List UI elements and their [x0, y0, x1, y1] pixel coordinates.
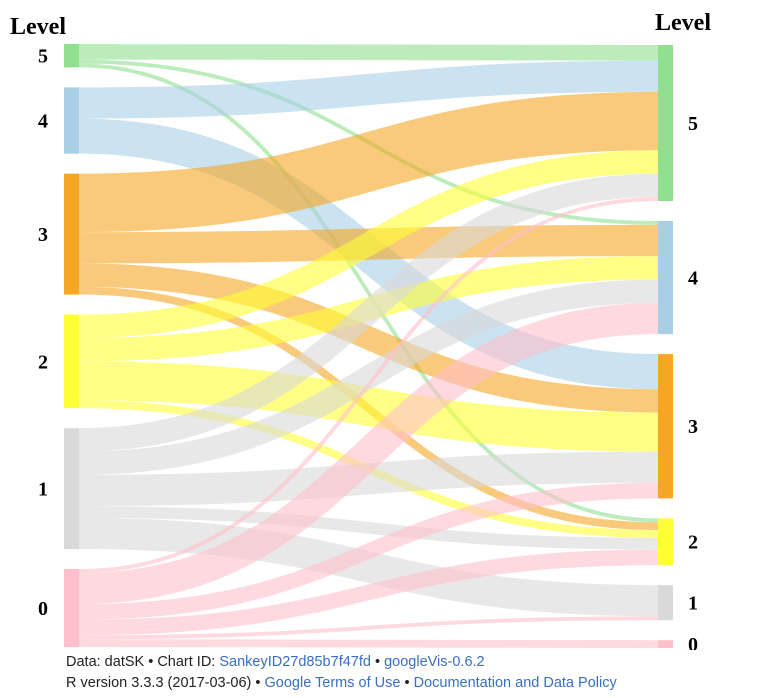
link-0-to-4[interactable]	[78, 302, 659, 605]
link-3-to-5[interactable]	[78, 91, 659, 233]
link-1-to-2[interactable]	[78, 506, 659, 550]
left-node-5[interactable]	[64, 44, 79, 68]
footer-data-line: Data: datSK • Chart ID: SankeyID27d85b7f…	[66, 654, 485, 670]
google-terms-link[interactable]: Google Terms of Use	[264, 675, 401, 691]
right-node-label-3: 3	[688, 416, 698, 438]
right-node-1[interactable]	[658, 585, 673, 621]
link-0-to-0[interactable]	[78, 639, 659, 648]
footer-r-version: R version 3.3.3 (2017-03-06) •	[66, 675, 265, 691]
link-2-to-5[interactable]	[78, 150, 659, 338]
sankey-labels: Level Level 5 4 3 2 1 0 5 4 3 2 1 0	[10, 10, 711, 650]
right-node-2[interactable]	[658, 518, 673, 566]
link-1-to-5[interactable]	[78, 173, 659, 452]
link-0-to-2[interactable]	[78, 549, 659, 636]
right-node-0[interactable]	[658, 640, 673, 648]
footer-data-prefix: Data: datSK • Chart ID:	[66, 654, 220, 670]
right-node-label-0: 0	[688, 634, 698, 650]
left-axis-title: Level	[10, 14, 66, 40]
left-node-1[interactable]	[64, 428, 79, 550]
right-node-label-1: 1	[688, 593, 698, 615]
link-1-to-4[interactable]	[78, 279, 659, 475]
link-0-to-1[interactable]	[78, 616, 659, 640]
left-node-4[interactable]	[64, 87, 79, 154]
right-node-5[interactable]	[658, 45, 673, 201]
link-3-to-3[interactable]	[78, 263, 659, 413]
right-node-label-2: 2	[688, 532, 698, 554]
data-policy-link[interactable]: Documentation and Data Policy	[413, 675, 617, 691]
left-node-label-0: 0	[38, 598, 48, 620]
left-node-2[interactable]	[64, 314, 79, 409]
link-2-to-3[interactable]	[78, 361, 659, 452]
googlevis-version-link[interactable]: googleVis-0.6.2	[384, 654, 485, 670]
right-node-3[interactable]	[658, 354, 673, 499]
left-node-label-2: 2	[38, 351, 48, 373]
link-5-to-5[interactable]	[78, 44, 659, 61]
right-axis-title: Level	[655, 10, 711, 36]
left-node-0[interactable]	[64, 569, 79, 647]
left-node-label-4: 4	[38, 111, 48, 133]
right-node-label-4: 4	[688, 268, 698, 290]
right-node-4[interactable]	[658, 220, 673, 335]
link-4-to-5[interactable]	[78, 60, 659, 119]
footer-separator: •	[400, 675, 414, 691]
left-node-label-5: 5	[38, 46, 48, 68]
sankey-chart: Level Level 5 4 3 2 1 0 5 4 3 2 1 0	[10, 10, 711, 650]
link-1-to-1[interactable]	[78, 517, 659, 617]
chart-id-link[interactable]: SankeyID27d85b7f47fd	[219, 654, 371, 670]
link-0-to-3[interactable]	[78, 482, 659, 620]
left-node-label-3: 3	[38, 224, 48, 246]
footer-separator: •	[370, 654, 385, 670]
left-node-label-1: 1	[38, 479, 48, 501]
link-0-to-5[interactable]	[78, 197, 659, 573]
right-node-label-5: 5	[688, 113, 698, 135]
link-1-to-3[interactable]	[78, 451, 659, 507]
footer-r-version-line: R version 3.3.3 (2017-03-06) • Google Te…	[66, 675, 617, 691]
left-node-3[interactable]	[64, 173, 79, 295]
sankey-nodes	[64, 44, 673, 648]
sankey-links	[78, 44, 659, 648]
